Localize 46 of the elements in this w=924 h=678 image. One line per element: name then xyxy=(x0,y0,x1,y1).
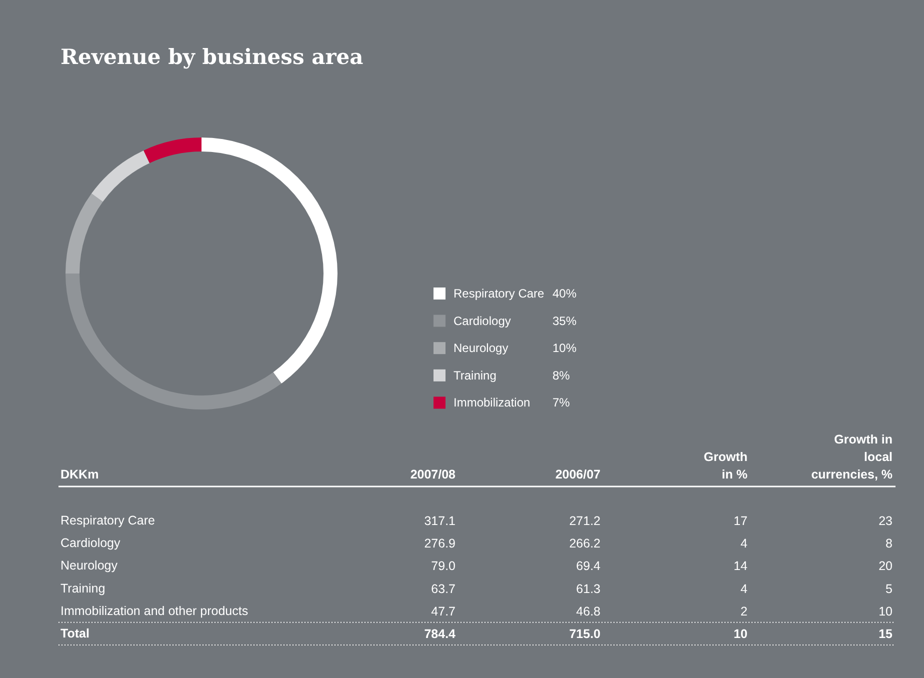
data-label: 10% xyxy=(552,341,577,356)
legend-label: Respiratory Care xyxy=(454,286,545,300)
data-label: 8 xyxy=(886,536,893,551)
data-label: 10 xyxy=(734,627,748,641)
legend-label: Cardiology xyxy=(454,314,511,328)
legend-label: Neurology xyxy=(454,341,508,356)
data-label: 47.7 xyxy=(431,604,456,618)
chart-title: Revenue by business area xyxy=(60,44,364,69)
y-tick-label: Total xyxy=(60,626,90,640)
data-label: 69.4 xyxy=(576,559,601,574)
x-tick-label: Growth in % xyxy=(704,450,748,482)
data-label: 7% xyxy=(552,396,570,410)
legend-label: Immobilization xyxy=(454,396,530,410)
x-tick-label: Growth in local currencies, % xyxy=(811,432,893,482)
data-label: 20 xyxy=(878,559,893,574)
data-label: 14 xyxy=(734,559,748,574)
legend-label: Training xyxy=(454,368,496,382)
y-tick-label: Neurology xyxy=(60,558,118,573)
data-label: 4 xyxy=(740,536,748,551)
data-label: 784.4 xyxy=(424,627,456,641)
data-label: 5 xyxy=(886,582,893,596)
data-label: 10 xyxy=(878,604,893,618)
data-label: 35% xyxy=(552,314,577,328)
y-tick-label: Respiratory Care xyxy=(60,514,156,528)
data-label: 17 xyxy=(734,514,748,528)
data-label: 317.1 xyxy=(424,514,456,528)
data-label: 79.0 xyxy=(431,559,456,574)
y-tick-label: Training xyxy=(60,581,106,596)
y-tick-label: Immobilization and other products xyxy=(60,604,248,618)
data-label: 8% xyxy=(552,368,570,382)
data-label: 4 xyxy=(740,582,748,596)
data-label: 2 xyxy=(740,604,748,618)
y-tick-label: Cardiology xyxy=(60,536,122,550)
data-label: 63.7 xyxy=(431,582,456,596)
data-label: 23 xyxy=(878,514,893,528)
data-label: 40% xyxy=(552,286,577,300)
data-label: 271.2 xyxy=(569,514,601,528)
data-label: 266.2 xyxy=(569,536,601,551)
data-label: 46.8 xyxy=(576,604,601,618)
data-label: 15 xyxy=(878,627,893,641)
data-label: 715.0 xyxy=(569,627,601,641)
data-label: 276.9 xyxy=(424,536,456,551)
data-label: 61.3 xyxy=(576,582,601,596)
x-tick-label: 2007/08 xyxy=(410,468,456,482)
y-axis-title: DKKm xyxy=(60,468,99,482)
x-tick-label: 2006/07 xyxy=(555,468,601,482)
